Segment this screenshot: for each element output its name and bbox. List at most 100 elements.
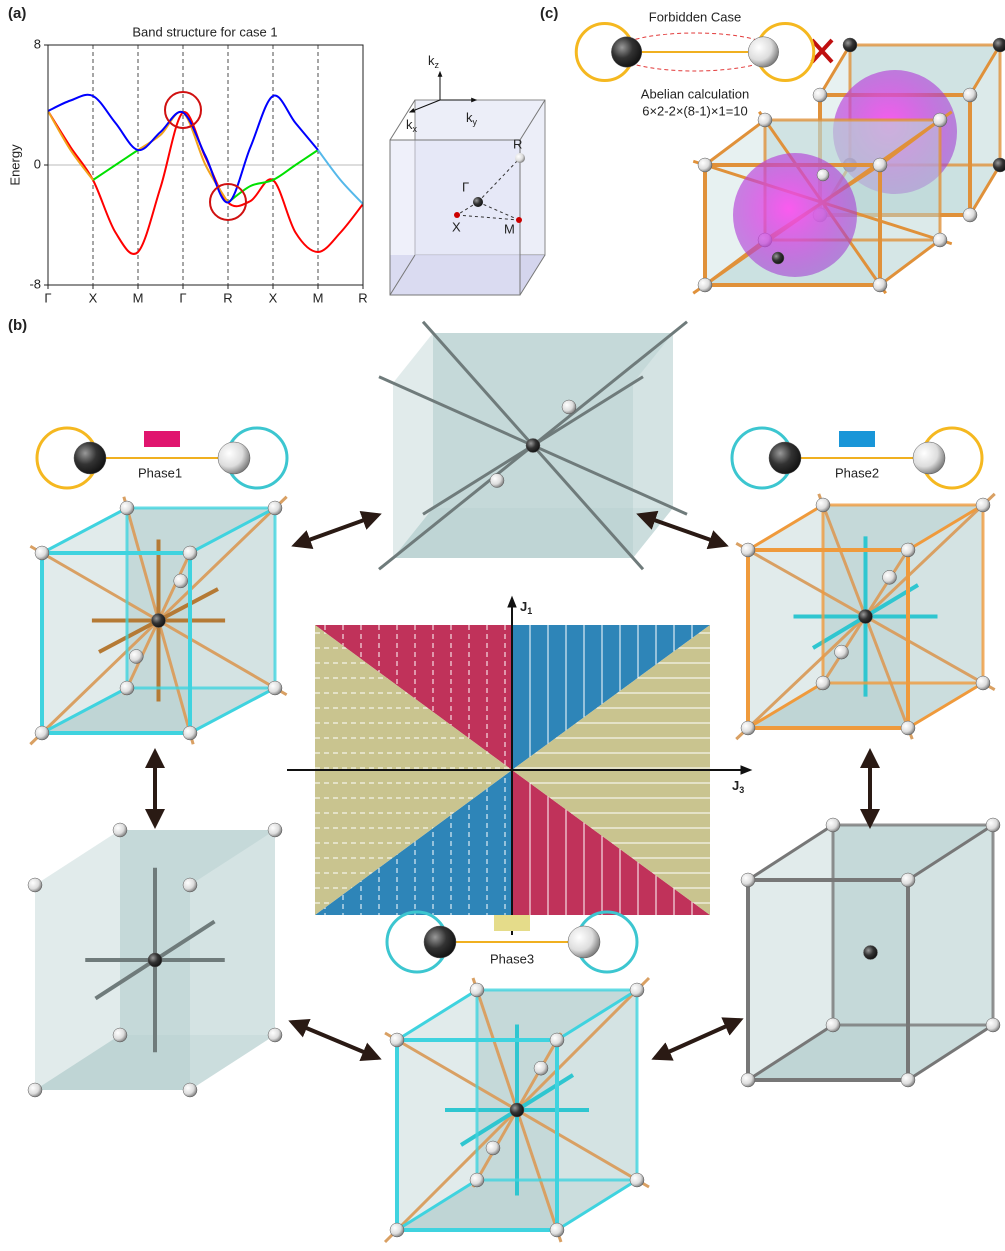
- bz-point: [516, 217, 522, 223]
- ball: [985, 1017, 1001, 1033]
- cube-edge: [907, 503, 984, 552]
- ball: [611, 36, 643, 68]
- ball: [740, 1072, 756, 1088]
- band-chart: Band structure for case 1 Energy Γ X M Γ R X M…: [7, 24, 367, 305]
- forbidden-case: Forbidden Case Abelian calculation 6×2-2…: [614, 9, 834, 118]
- band-line: [92, 149, 319, 204]
- ball: [815, 675, 831, 691]
- brillouin-zone: kz kx ky R Γ X M: [389, 53, 546, 296]
- phase-diagram: J1 J3: [287, 595, 753, 935]
- axis-label: kz: [428, 53, 440, 70]
- panel-label: (a): [8, 5, 26, 22]
- ball: [975, 497, 991, 513]
- ball: [740, 542, 756, 558]
- cube-edge: [879, 118, 941, 167]
- transition-arrow: [288, 1018, 382, 1062]
- ball: [182, 877, 198, 893]
- point-label: Γ: [462, 179, 469, 194]
- ball: [900, 1072, 916, 1088]
- axis-label: ky: [466, 110, 478, 127]
- cube-face: [393, 333, 673, 383]
- x-tick-label: M: [313, 290, 324, 305]
- cube-edge: [747, 823, 834, 882]
- forbidden-title: Forbidden Case: [649, 9, 742, 24]
- cube-edge: [879, 238, 941, 287]
- cube-edge: [907, 681, 984, 730]
- ball: [267, 680, 283, 696]
- ball: [533, 1060, 549, 1076]
- ball: [389, 1032, 405, 1048]
- ball: [525, 438, 541, 453]
- ball: [485, 1140, 501, 1156]
- cube-edge: [396, 988, 478, 1042]
- ball: [629, 1172, 645, 1188]
- ball: [509, 1102, 525, 1118]
- x-tick-label: Γ: [179, 290, 186, 305]
- axis-label: kx: [406, 117, 418, 134]
- ball: [757, 112, 773, 128]
- ball: [119, 680, 135, 696]
- plot-frame: [47, 44, 364, 286]
- x-tick-label: Γ: [44, 290, 51, 305]
- cube-face: [393, 508, 673, 558]
- ball: [834, 644, 849, 660]
- phase-swatch: [494, 915, 530, 931]
- transition-arrow: [651, 1017, 744, 1061]
- band-line: [317, 149, 363, 205]
- point-label: X: [452, 219, 461, 234]
- cube-face: [433, 333, 673, 508]
- x-tick-label: R: [358, 290, 367, 305]
- ball: [740, 720, 756, 736]
- ball: [816, 168, 830, 182]
- cube-edge: [747, 681, 824, 730]
- ball: [900, 720, 916, 736]
- ball: [119, 500, 135, 516]
- cube-edge: [704, 118, 766, 167]
- kx-arrow: [408, 99, 441, 113]
- chart-title: Band structure for case 1: [132, 24, 277, 39]
- ball: [561, 399, 577, 415]
- cube-edge: [968, 164, 1002, 216]
- calc: 6×2-2×(8-1)×1=10: [642, 103, 748, 118]
- x-tick-label: M: [133, 290, 144, 305]
- ball: [872, 277, 888, 293]
- ball: [697, 277, 713, 293]
- cube-face: [748, 1025, 993, 1080]
- ball: [34, 545, 50, 561]
- cross-mark: [810, 38, 834, 64]
- ball: [27, 877, 43, 893]
- ball: [112, 1027, 128, 1043]
- ball: [549, 1222, 565, 1238]
- bz-point: [515, 153, 525, 163]
- ball: [740, 872, 756, 888]
- ball: [267, 822, 283, 838]
- ball: [469, 1172, 485, 1188]
- cube-edge: [41, 506, 128, 555]
- bz-point: [473, 197, 483, 207]
- bz-point: [454, 212, 460, 218]
- ball: [147, 952, 163, 968]
- cube-face: [833, 825, 993, 1025]
- ball: [267, 1027, 283, 1043]
- cube-face: [748, 825, 993, 880]
- ball: [825, 1017, 841, 1033]
- cube-face: [42, 688, 275, 733]
- cube-edge: [556, 988, 638, 1042]
- cube-face: [748, 880, 908, 1080]
- ball: [182, 1082, 198, 1098]
- ball: [812, 87, 828, 103]
- illustrations: [27, 22, 1005, 1244]
- sphere: [733, 153, 857, 277]
- ball: [825, 817, 841, 833]
- ball: [900, 542, 916, 558]
- cube-face: [42, 508, 275, 553]
- panel-label: (b): [8, 317, 27, 334]
- ball: [182, 725, 198, 741]
- cube-edge: [907, 1023, 994, 1082]
- ball: [489, 473, 505, 488]
- cube-edge: [968, 44, 1002, 96]
- cube-edge: [556, 1178, 638, 1232]
- ball: [912, 441, 946, 475]
- y-tick-label: 0: [34, 156, 41, 171]
